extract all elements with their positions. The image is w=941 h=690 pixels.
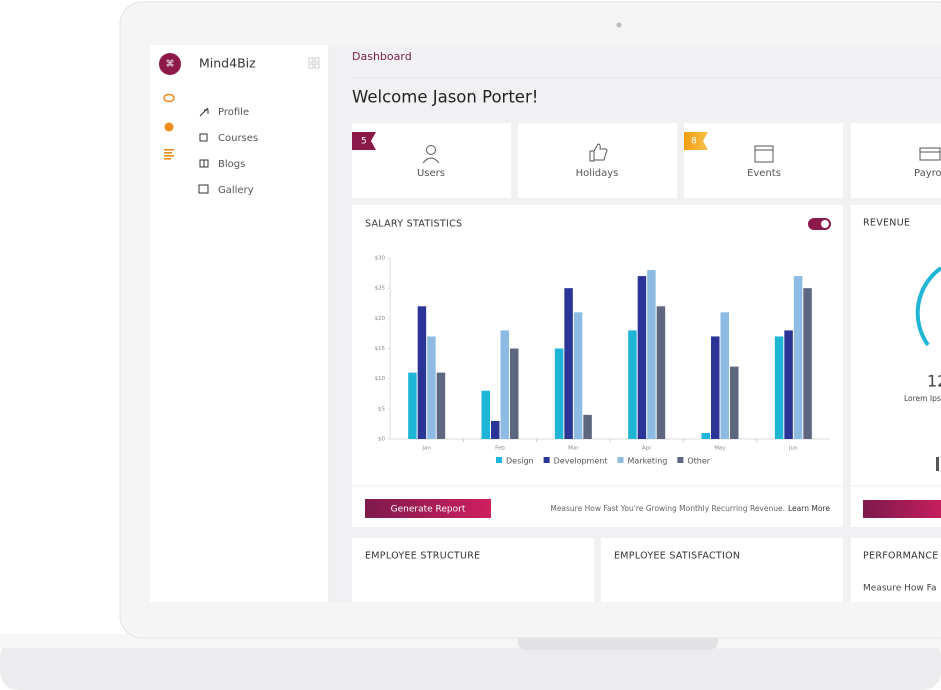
logo-glyph: ⌘ [166,60,175,70]
card-title: EMPLOYEE STRUCTURE [365,551,480,562]
bar [417,306,427,439]
generate-report-button[interactable] [365,499,491,518]
breadcrumb[interactable]: Dashboard [352,50,412,63]
bar [500,330,509,439]
bar [701,432,710,439]
legend-label: Marketing [627,457,667,466]
toggle-knob [821,220,829,228]
legend-swatch [543,457,550,463]
bar [573,312,583,439]
sidebar [150,45,329,602]
card-title: REVENUE [863,218,910,229]
x-tick-label: Feb [495,446,505,452]
rail-icons[interactable] [163,93,175,160]
learn-more-link[interactable]: Learn More [788,504,830,513]
menu-item[interactable]: Blogs [218,159,245,170]
card-label: Users [417,168,445,179]
bar [481,390,490,439]
y-tick-label: $0 [378,437,385,443]
badge: 5 [361,137,367,147]
performance-card [851,538,941,602]
stat-card[interactable]: Holidays [518,123,677,198]
revenue-value: 12 [927,372,941,391]
bar [583,414,592,439]
revenue-card [851,205,941,527]
employee-structure-card [352,538,594,602]
card-title: SALARY STATISTICS [365,219,462,230]
revenue-bar [936,457,939,471]
bar [564,288,573,439]
revenue-caption: Lorem Ips [904,394,941,403]
employee-satisfaction-card [601,538,843,602]
bar [628,330,637,439]
bar [656,306,666,439]
logo[interactable] [159,53,181,75]
x-tick-label: Jun [788,446,798,452]
stat-card[interactable]: Payro [851,123,941,198]
performance-text: Measure How Fa [863,584,936,594]
stat-card[interactable]: 8 Events [684,123,843,198]
bar [647,270,656,439]
x-tick-label: Mar [568,446,579,452]
legend-swatch [617,457,624,463]
welcome: Welcome Jason Porter! [352,88,538,107]
y-tick-label: $30 [375,256,386,262]
y-tick-label: $25 [375,286,386,292]
bar [491,420,500,439]
menu-item[interactable]: Courses [218,133,258,144]
legend-swatch [677,457,684,463]
bar [510,348,519,439]
card-title: EMPLOYEE SATISFACTION [614,551,740,562]
bar [720,312,729,439]
revenue-ring [915,266,941,347]
menu-icons [198,107,209,194]
salary-chart: $0 $5 $10 $15 $20 $25 $30 Jan Feb Mar Apr May Jun Des… [375,256,830,466]
bar [554,348,564,439]
revenue-button[interactable] [863,500,941,518]
legend-swatch [496,457,502,463]
card-label: Events [747,168,781,179]
x-tick-label: Jan [421,446,431,452]
legend-label: Design [506,457,534,466]
bar [803,288,812,439]
grid-icon[interactable] [308,57,320,69]
y-tick-label: $10 [375,376,386,382]
card-label: Payro [914,168,941,179]
laptop-base [0,638,941,690]
bar [730,366,739,439]
legend-label: Other [687,457,710,466]
menu-item[interactable]: Gallery [218,185,254,196]
bar [427,336,436,439]
x-tick-label: Apr [642,446,652,452]
laptop-notch [518,636,718,650]
legend-label: Development [554,457,608,466]
bar [711,336,720,439]
badge: 8 [691,137,697,147]
bar [784,330,793,439]
bar [637,276,647,439]
y-tick-label: $5 [378,406,385,412]
camera [616,22,622,28]
stat-card[interactable]: 5 Users [352,123,511,198]
card-label: Holidays [576,168,619,179]
bar [774,336,784,439]
bar [793,276,803,439]
menu-item[interactable]: Profile [218,107,249,118]
bar [436,372,446,439]
x-tick-label: May [714,446,726,452]
y-tick-label: $15 [375,346,386,352]
brand: Mind4Biz [199,56,256,71]
note: Measure How Fast You're Growing Monthly … [550,504,785,513]
button-label: Generate Report [391,505,466,515]
bar [408,372,417,439]
card-title: PERFORMANCE [863,551,939,562]
y-tick-label: $20 [375,316,386,322]
